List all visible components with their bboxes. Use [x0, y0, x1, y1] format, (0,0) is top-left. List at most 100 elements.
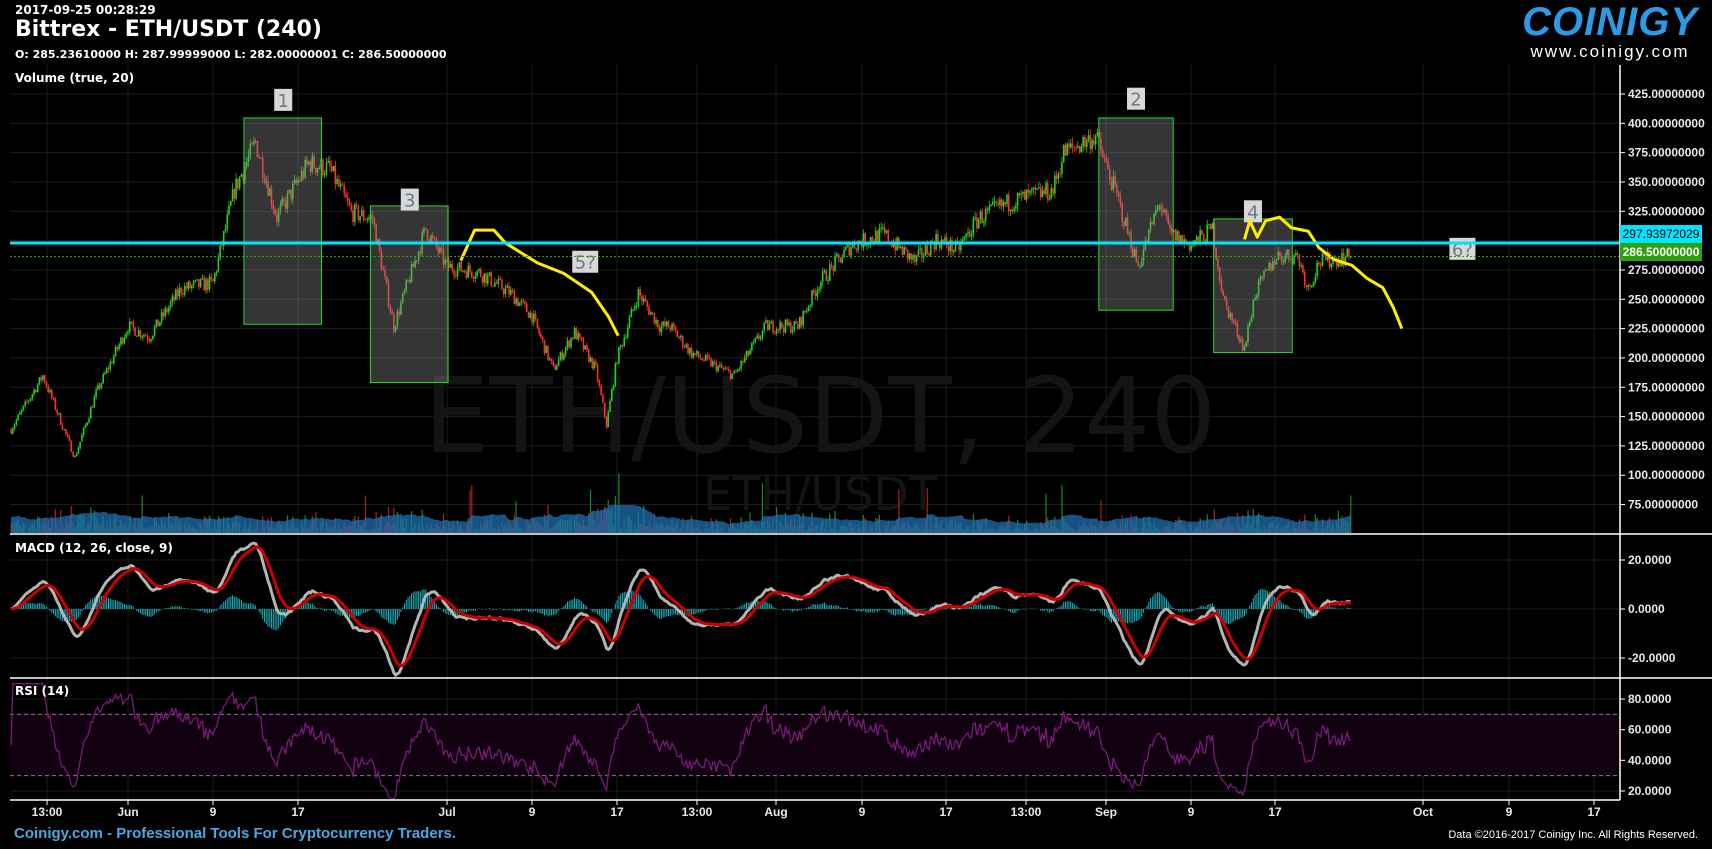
candle — [1020, 189, 1022, 202]
candle-body — [114, 346, 117, 357]
footer-tagline-link[interactable]: Coinigy.com - Professional Tools For Cry… — [14, 825, 457, 842]
candle-body — [621, 345, 624, 347]
candle-body — [885, 230, 888, 233]
candle — [449, 260, 452, 268]
candle-body — [568, 340, 571, 348]
candle-body — [412, 263, 415, 267]
y-tick-label: 250.00000000 — [1628, 292, 1705, 306]
candle-body — [81, 435, 83, 442]
candle — [1015, 202, 1017, 213]
candle — [1209, 223, 1212, 231]
candle — [949, 237, 952, 256]
candle-body — [416, 260, 418, 262]
candle — [531, 312, 533, 326]
candle — [1108, 164, 1111, 185]
candle — [313, 153, 315, 169]
candle-body — [1059, 173, 1061, 175]
candle-body — [1011, 209, 1014, 212]
candle-body — [284, 201, 287, 209]
candle-body — [701, 358, 703, 361]
candle — [1293, 253, 1295, 266]
candle — [1273, 257, 1276, 270]
candle — [520, 298, 523, 306]
candle-body — [1130, 232, 1132, 249]
candle — [440, 244, 443, 254]
candle — [533, 310, 535, 326]
candle-body — [1348, 248, 1350, 257]
candle — [1085, 137, 1088, 153]
candle-body — [1312, 281, 1315, 286]
candle-body — [1101, 150, 1104, 158]
candle-body — [1325, 255, 1327, 261]
candle — [993, 196, 996, 208]
candle — [371, 210, 374, 225]
candle — [697, 351, 700, 359]
candle-body — [834, 256, 836, 272]
candle-body — [743, 357, 746, 363]
candle — [1211, 222, 1214, 230]
candle-body — [972, 218, 975, 235]
candle-body — [361, 210, 363, 217]
candle — [1155, 205, 1157, 217]
candle-body — [228, 205, 230, 215]
candle — [1156, 204, 1159, 213]
candle — [401, 292, 404, 305]
candle-body — [704, 355, 707, 361]
candle — [58, 412, 60, 416]
candle — [1075, 144, 1077, 152]
candle-body — [385, 276, 388, 284]
candle — [492, 285, 494, 288]
candle-body — [155, 319, 158, 327]
candle — [164, 305, 167, 319]
candle-body — [563, 353, 565, 360]
candle-body — [968, 231, 971, 237]
candle — [1103, 153, 1106, 163]
candle-body — [735, 371, 737, 373]
candle-body — [533, 313, 535, 323]
candle-body — [490, 272, 493, 286]
annotation-line — [459, 228, 620, 337]
candle-body — [355, 204, 358, 206]
candle-body — [761, 330, 764, 338]
logo-url: www.coinigy.com — [1530, 42, 1690, 61]
candle — [485, 272, 487, 287]
candle — [1013, 205, 1015, 215]
annotation-label: 2 — [1130, 90, 1141, 111]
candle — [111, 359, 113, 364]
candle — [1248, 319, 1251, 328]
candle — [240, 173, 243, 178]
candle-body — [736, 369, 739, 372]
candle — [462, 270, 464, 273]
candle — [219, 244, 221, 262]
rsi-tick-label: 80.0000 — [1628, 692, 1672, 706]
candle — [1002, 199, 1005, 212]
candle-body — [247, 155, 250, 162]
candle-body — [150, 339, 152, 342]
last-price-value: 286.50000000 — [1623, 245, 1700, 259]
candle — [766, 319, 769, 332]
candle — [878, 223, 881, 244]
candle-body — [267, 181, 269, 196]
candle — [70, 440, 73, 453]
x-tick-label: 9 — [1506, 805, 1513, 819]
candle-body — [414, 260, 416, 267]
candle — [290, 189, 292, 203]
candle — [17, 414, 19, 422]
candle — [848, 242, 851, 257]
candle-body — [979, 211, 982, 220]
candle-body — [456, 267, 459, 276]
candle — [642, 295, 645, 306]
candle — [249, 139, 252, 160]
candle — [800, 316, 803, 329]
candle-body — [164, 308, 167, 317]
coinigy-logo[interactable]: COINIGY www.coinigy.com — [1522, 2, 1698, 62]
candle — [548, 356, 551, 361]
candle-body — [237, 178, 239, 189]
candle — [979, 209, 982, 225]
candle-body — [671, 323, 673, 330]
candle-body — [949, 239, 952, 252]
candle — [270, 184, 273, 210]
candle — [54, 397, 57, 411]
candle-body — [1342, 252, 1345, 266]
